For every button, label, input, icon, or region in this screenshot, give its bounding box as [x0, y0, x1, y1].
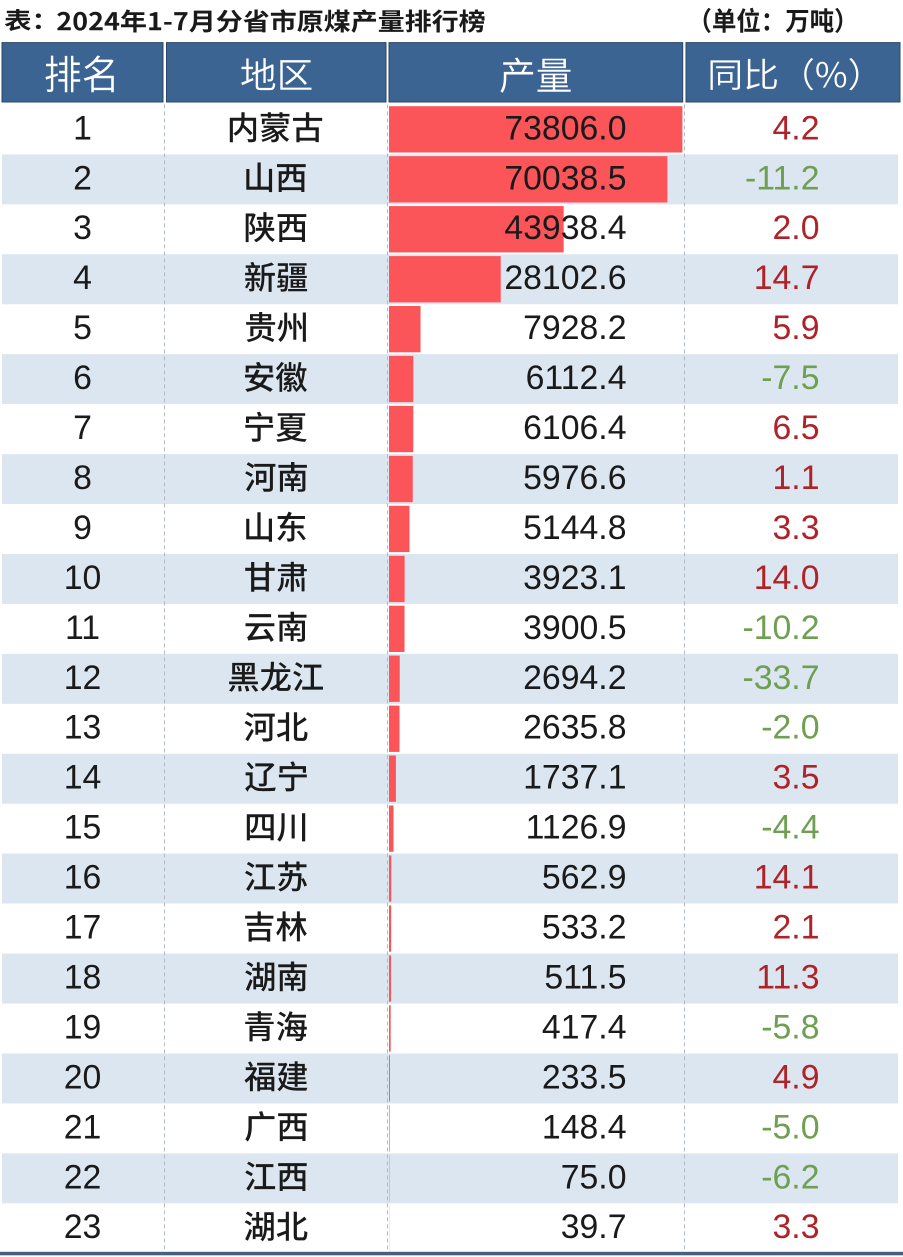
svg-text:-33.7: -33.7 — [742, 659, 819, 697]
svg-text:533.2: 533.2 — [542, 909, 627, 947]
svg-text:1126.9: 1126.9 — [526, 809, 627, 847]
svg-text:39.7: 39.7 — [561, 1208, 627, 1246]
svg-text:2: 2 — [73, 159, 92, 197]
svg-text:-10.2: -10.2 — [742, 609, 819, 647]
svg-text:5976.6: 5976.6 — [523, 459, 626, 497]
svg-text:6112.4: 6112.4 — [526, 359, 627, 397]
svg-text:3.5: 3.5 — [773, 759, 820, 797]
svg-text:7928.2: 7928.2 — [523, 309, 626, 347]
svg-text:7: 7 — [73, 409, 92, 447]
svg-text:-6.2: -6.2 — [761, 1158, 819, 1196]
svg-text:233.5: 233.5 — [542, 1058, 627, 1096]
svg-text:3.3: 3.3 — [773, 509, 820, 547]
svg-text:9: 9 — [73, 509, 92, 547]
svg-text:5.9: 5.9 — [773, 309, 820, 347]
svg-text:3.3: 3.3 — [773, 1208, 820, 1246]
svg-text:5144.8: 5144.8 — [523, 509, 626, 547]
svg-text:15: 15 — [64, 809, 102, 847]
svg-text:14.0: 14.0 — [754, 559, 820, 597]
svg-text:3900.5: 3900.5 — [523, 609, 626, 647]
svg-text:11: 11 — [65, 609, 100, 647]
svg-text:-5.0: -5.0 — [761, 1108, 819, 1146]
svg-text:8: 8 — [73, 459, 92, 497]
svg-text:-2.0: -2.0 — [761, 709, 819, 747]
svg-text:11.3: 11.3 — [756, 959, 819, 997]
svg-text:23: 23 — [64, 1208, 102, 1246]
svg-text:562.9: 562.9 — [542, 859, 627, 897]
svg-text:-7.5: -7.5 — [761, 359, 819, 397]
svg-text:417.4: 417.4 — [542, 1008, 627, 1046]
svg-text:14.1: 14.1 — [754, 859, 820, 897]
svg-text:4.9: 4.9 — [773, 1058, 820, 1096]
svg-text:2.1: 2.1 — [773, 909, 820, 947]
svg-text:4.2: 4.2 — [773, 109, 820, 147]
svg-text:10: 10 — [64, 559, 102, 597]
svg-text:16: 16 — [64, 859, 102, 897]
svg-text:-5.8: -5.8 — [761, 1008, 819, 1046]
svg-text:14.7: 14.7 — [754, 259, 820, 297]
svg-text:2635.8: 2635.8 — [523, 709, 626, 747]
svg-text:17: 17 — [64, 909, 102, 947]
svg-text:-11.2: -11.2 — [745, 159, 820, 197]
svg-text:3923.1: 3923.1 — [523, 559, 626, 597]
svg-text:28102.6: 28102.6 — [504, 259, 626, 297]
svg-text:5: 5 — [73, 309, 92, 347]
svg-text:13: 13 — [64, 709, 102, 747]
svg-text:4: 4 — [73, 259, 92, 297]
svg-text:2.0: 2.0 — [773, 209, 820, 247]
svg-text:3: 3 — [73, 209, 92, 247]
svg-text:19: 19 — [64, 1008, 102, 1046]
svg-text:21: 21 — [64, 1108, 102, 1146]
svg-text:43938.4: 43938.4 — [504, 209, 626, 247]
svg-text:2694.2: 2694.2 — [523, 659, 626, 697]
svg-text:20: 20 — [64, 1058, 102, 1096]
svg-text:1.1: 1.1 — [773, 459, 820, 497]
svg-text:6106.4: 6106.4 — [523, 409, 626, 447]
svg-text:73806.0: 73806.0 — [504, 109, 626, 147]
svg-text:-4.4: -4.4 — [761, 809, 819, 847]
svg-text:6.5: 6.5 — [773, 409, 820, 447]
svg-text:1737.1: 1737.1 — [523, 759, 626, 797]
svg-text:75.0: 75.0 — [561, 1158, 627, 1196]
svg-text:148.4: 148.4 — [542, 1108, 627, 1146]
svg-text:1: 1 — [73, 109, 92, 147]
svg-text:511.5: 511.5 — [544, 959, 626, 997]
svg-text:12: 12 — [64, 659, 102, 697]
svg-text:6: 6 — [73, 359, 92, 397]
svg-text:22: 22 — [64, 1158, 102, 1196]
svg-text:70038.5: 70038.5 — [504, 159, 626, 197]
svg-text:14: 14 — [64, 759, 102, 797]
svg-text:18: 18 — [64, 959, 102, 997]
